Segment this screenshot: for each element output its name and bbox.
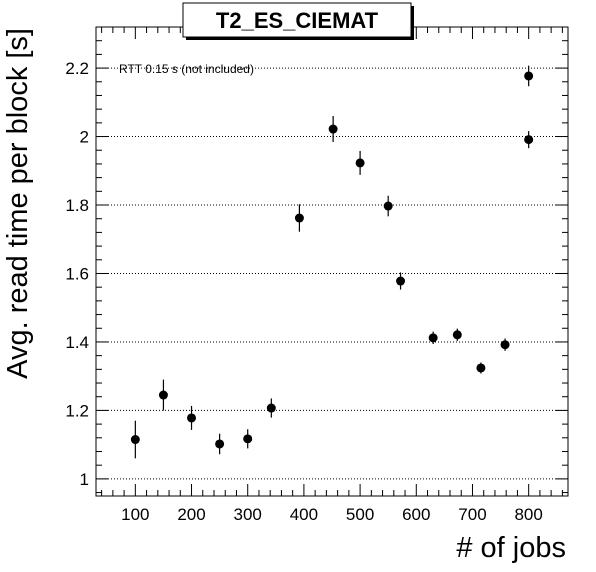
y-tick-label: 1.4 bbox=[65, 333, 89, 352]
chart-title: T2_ES_CIEMAT bbox=[216, 8, 379, 33]
y-tick-label: 2.2 bbox=[65, 59, 89, 78]
data-point bbox=[383, 201, 393, 211]
data-point bbox=[500, 340, 510, 350]
x-tick-label: 500 bbox=[346, 505, 374, 524]
x-tick-label: 100 bbox=[121, 505, 149, 524]
title-box bbox=[182, 2, 412, 38]
y-tick-label: 1.8 bbox=[65, 196, 89, 215]
y-axis-label: Avg. read time per block [s] bbox=[2, 28, 34, 379]
axis-ticks bbox=[96, 26, 568, 496]
x-tick-label: 800 bbox=[514, 505, 542, 524]
x-tick-label: 600 bbox=[402, 505, 430, 524]
y-tick-label: 1 bbox=[80, 470, 89, 489]
data-point bbox=[524, 71, 534, 81]
data-point bbox=[428, 333, 438, 343]
annotation-text: RTT 0.15 s (not included) bbox=[119, 62, 254, 76]
x-tick-label: 400 bbox=[290, 505, 318, 524]
data-point bbox=[266, 403, 276, 413]
data-points bbox=[130, 65, 534, 459]
y-tick-label: 1.2 bbox=[65, 401, 89, 420]
plot-frame bbox=[95, 26, 569, 497]
data-point bbox=[158, 390, 168, 400]
data-point bbox=[243, 434, 253, 444]
tick-labels: 1 1.2 1.4 1.6 1.8 2 2.2 100 200 300 400 500 600 700 80… bbox=[65, 59, 542, 524]
data-point bbox=[396, 276, 406, 286]
data-point bbox=[355, 158, 365, 168]
data-point bbox=[215, 439, 225, 449]
data-point bbox=[476, 363, 486, 373]
data-point bbox=[328, 124, 338, 134]
x-axis-label: # of jobs bbox=[456, 532, 566, 564]
data-point bbox=[524, 135, 534, 145]
grid-lines bbox=[96, 67, 568, 480]
y-tick-label: 2 bbox=[80, 128, 89, 147]
x-tick-label: 200 bbox=[177, 505, 205, 524]
y-tick-label: 1.6 bbox=[65, 264, 89, 283]
data-point bbox=[452, 330, 462, 340]
x-tick-label: 300 bbox=[234, 505, 262, 524]
x-tick-label: 700 bbox=[458, 505, 486, 524]
data-point bbox=[294, 213, 304, 223]
data-point bbox=[187, 413, 197, 423]
data-point bbox=[130, 435, 140, 445]
